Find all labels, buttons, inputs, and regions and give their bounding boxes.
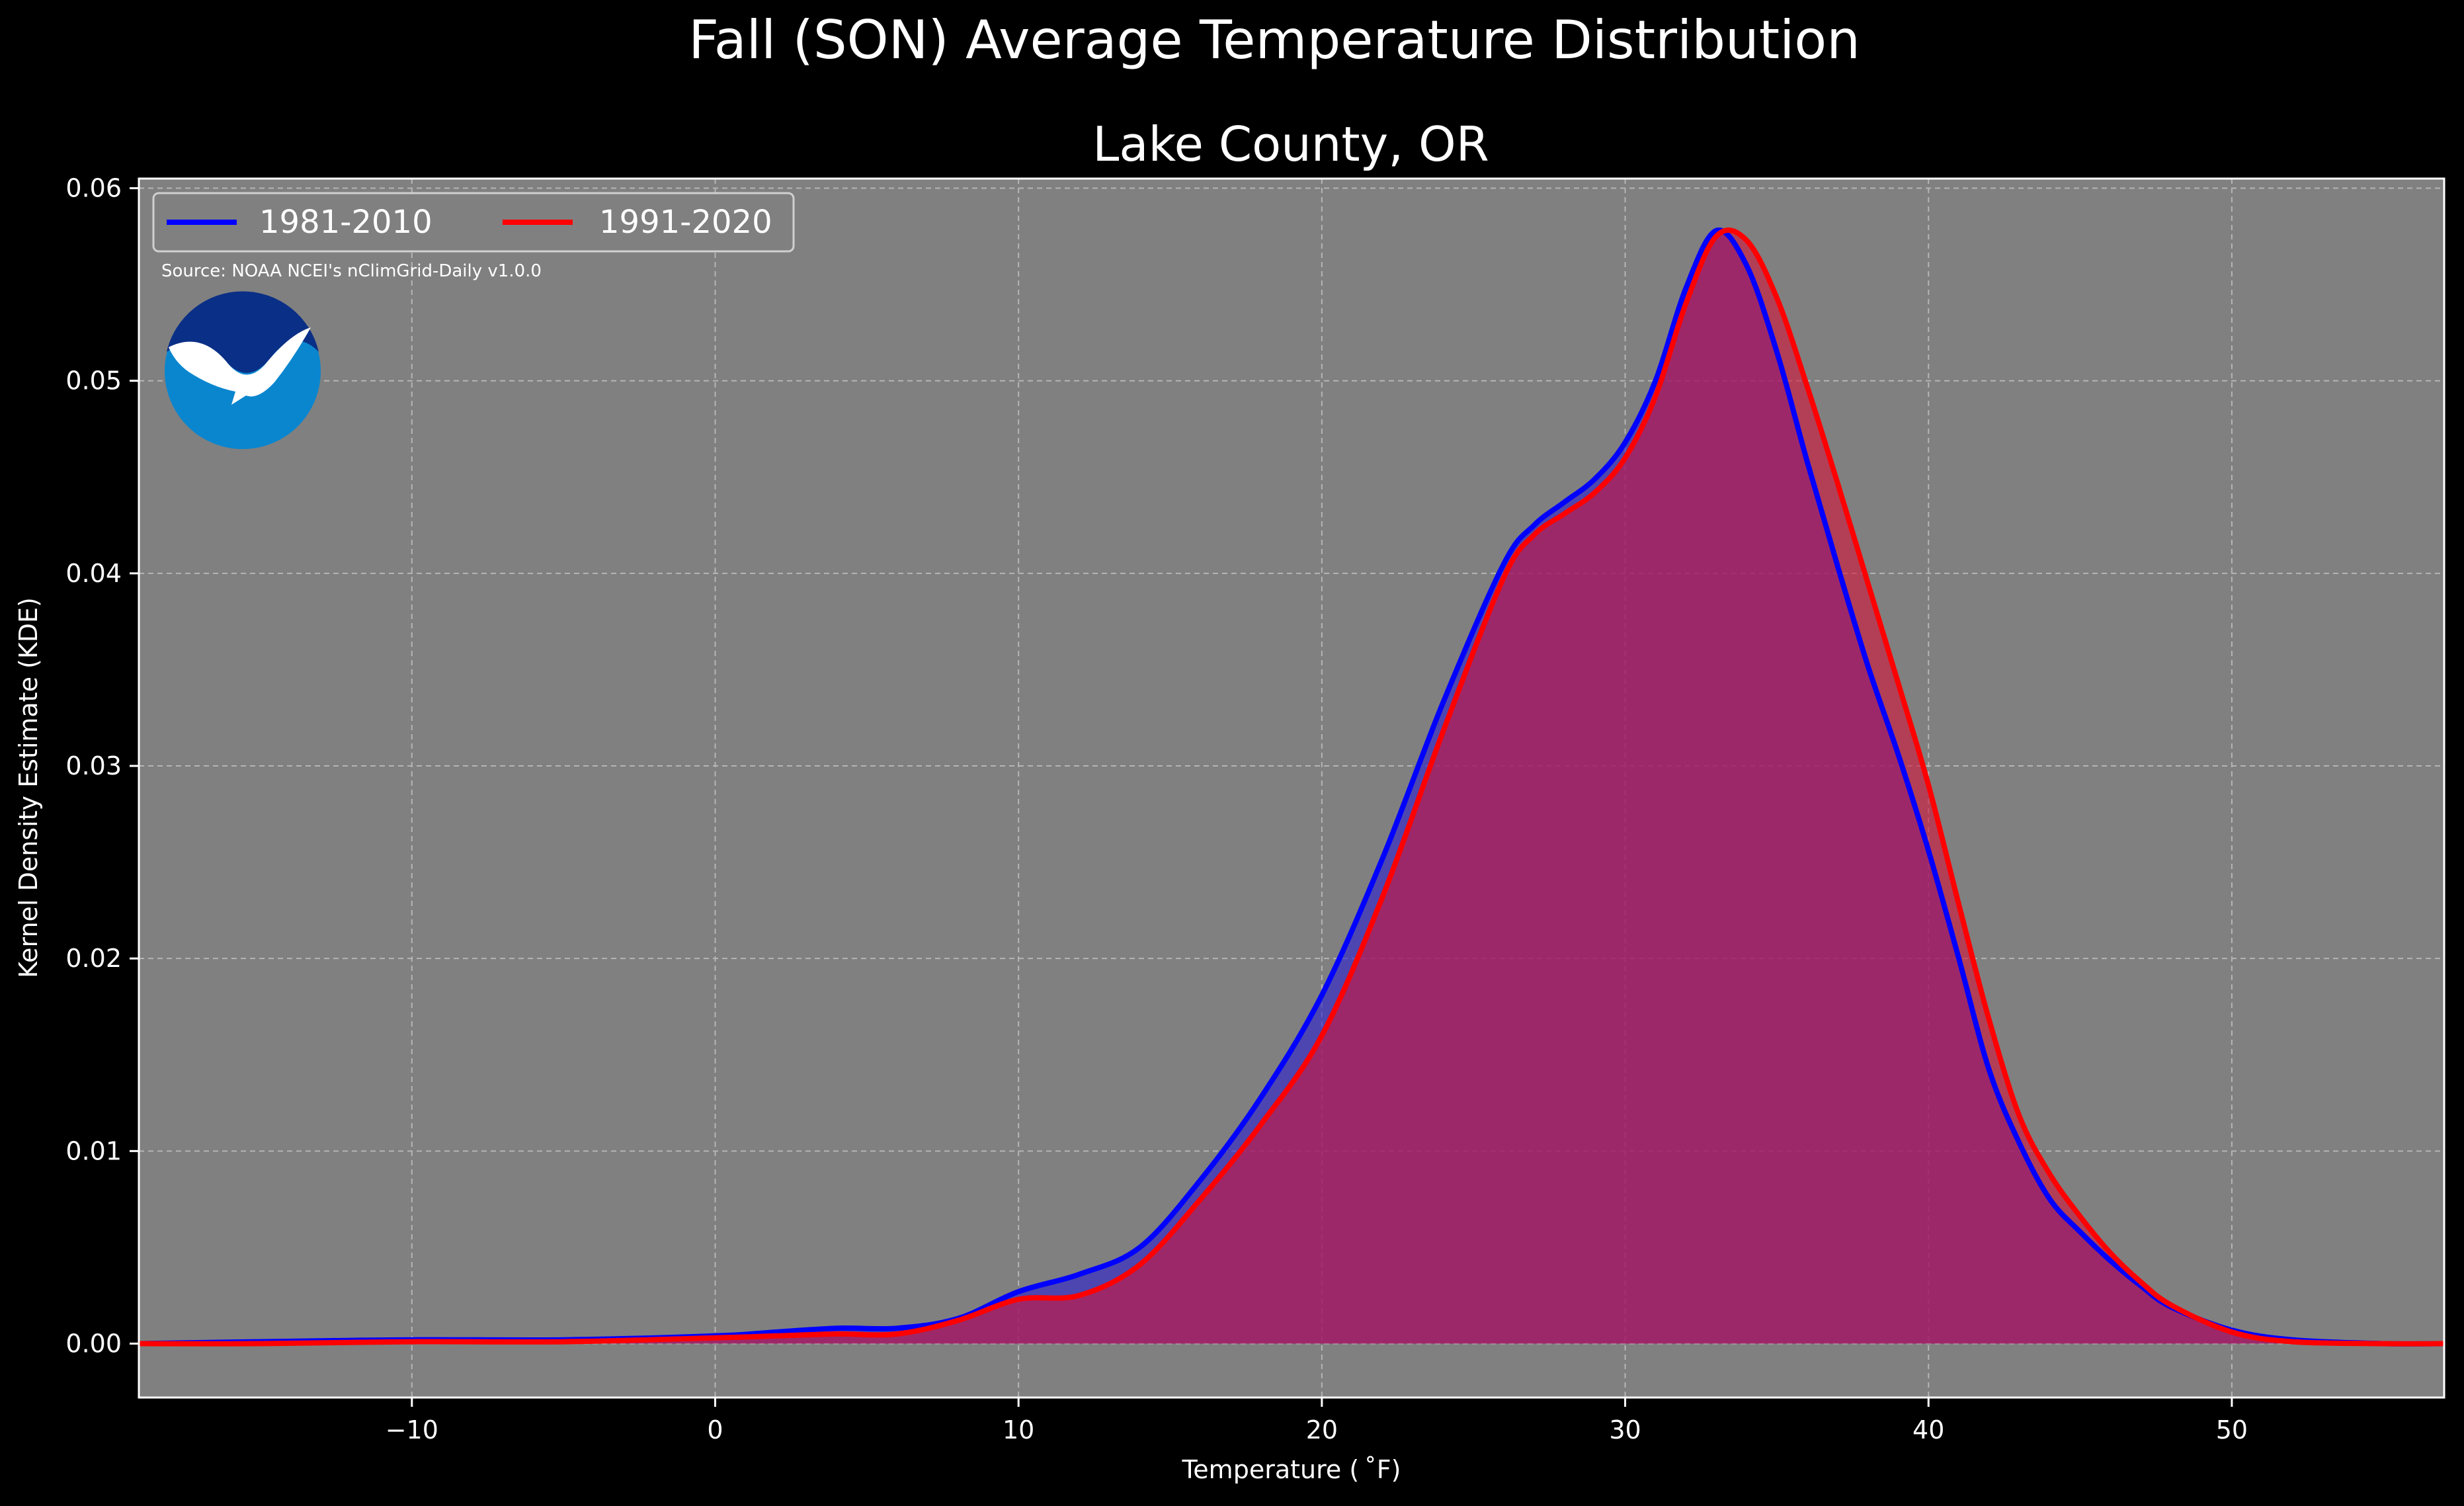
y-tick-label: 0.02 [65,944,122,973]
density-lines [139,227,2444,1347]
chart-title: Fall (SON) Average Temperature Distribut… [688,9,1860,71]
x-tick-label: 10 [1003,1415,1034,1444]
y-tick-label: 0.03 [65,751,122,780]
y-axis-ticks: 0.00 0.01 0.02 0.03 0.04 0.05 0.06 [65,174,139,1358]
y-tick-label: 0.04 [65,559,122,588]
line-1981-2010 [139,227,2444,1347]
x-tick-label: 30 [1609,1415,1641,1444]
y-axis-label: Kernel Density Estimate (KDE) [14,597,43,978]
y-tick-label: 0.01 [65,1136,122,1165]
line-1991-2020 [139,228,2444,1347]
legend-label-1991-2020: 1991-2020 [599,204,772,241]
noaa-logo-gull [169,327,311,405]
y-tick-label: 0.05 [65,366,122,396]
plot-frame [138,177,2445,1399]
area-1991-2020 [139,230,2444,1344]
legend-box [152,192,795,253]
x-tick-label: 50 [2216,1415,2248,1444]
y-tick-label: 0.00 [65,1329,122,1358]
noaa-logo [165,291,321,449]
noaa-logo-top [167,291,319,373]
legend-label-1981-2010: 1981-2010 [259,204,432,241]
x-tick-label: 0 [707,1415,723,1444]
chart-subtitle: Lake County, OR [1092,116,1489,172]
y-tick-label: 0.06 [65,174,122,203]
x-tick-label: 40 [1912,1415,1944,1444]
density-areas [139,230,2444,1344]
x-axis-ticks: −10 0 10 20 30 40 50 [386,1398,2248,1444]
source-annotation: Source: NOAA NCEI's nClimGrid-Daily v1.0… [161,261,542,281]
legend: 1981-2010 1991-2020 [152,192,795,253]
x-tick-label: −10 [386,1415,438,1444]
x-axis-label: Temperature ( ˚F) [1182,1455,1401,1484]
x-tick-label: 20 [1306,1415,1338,1444]
